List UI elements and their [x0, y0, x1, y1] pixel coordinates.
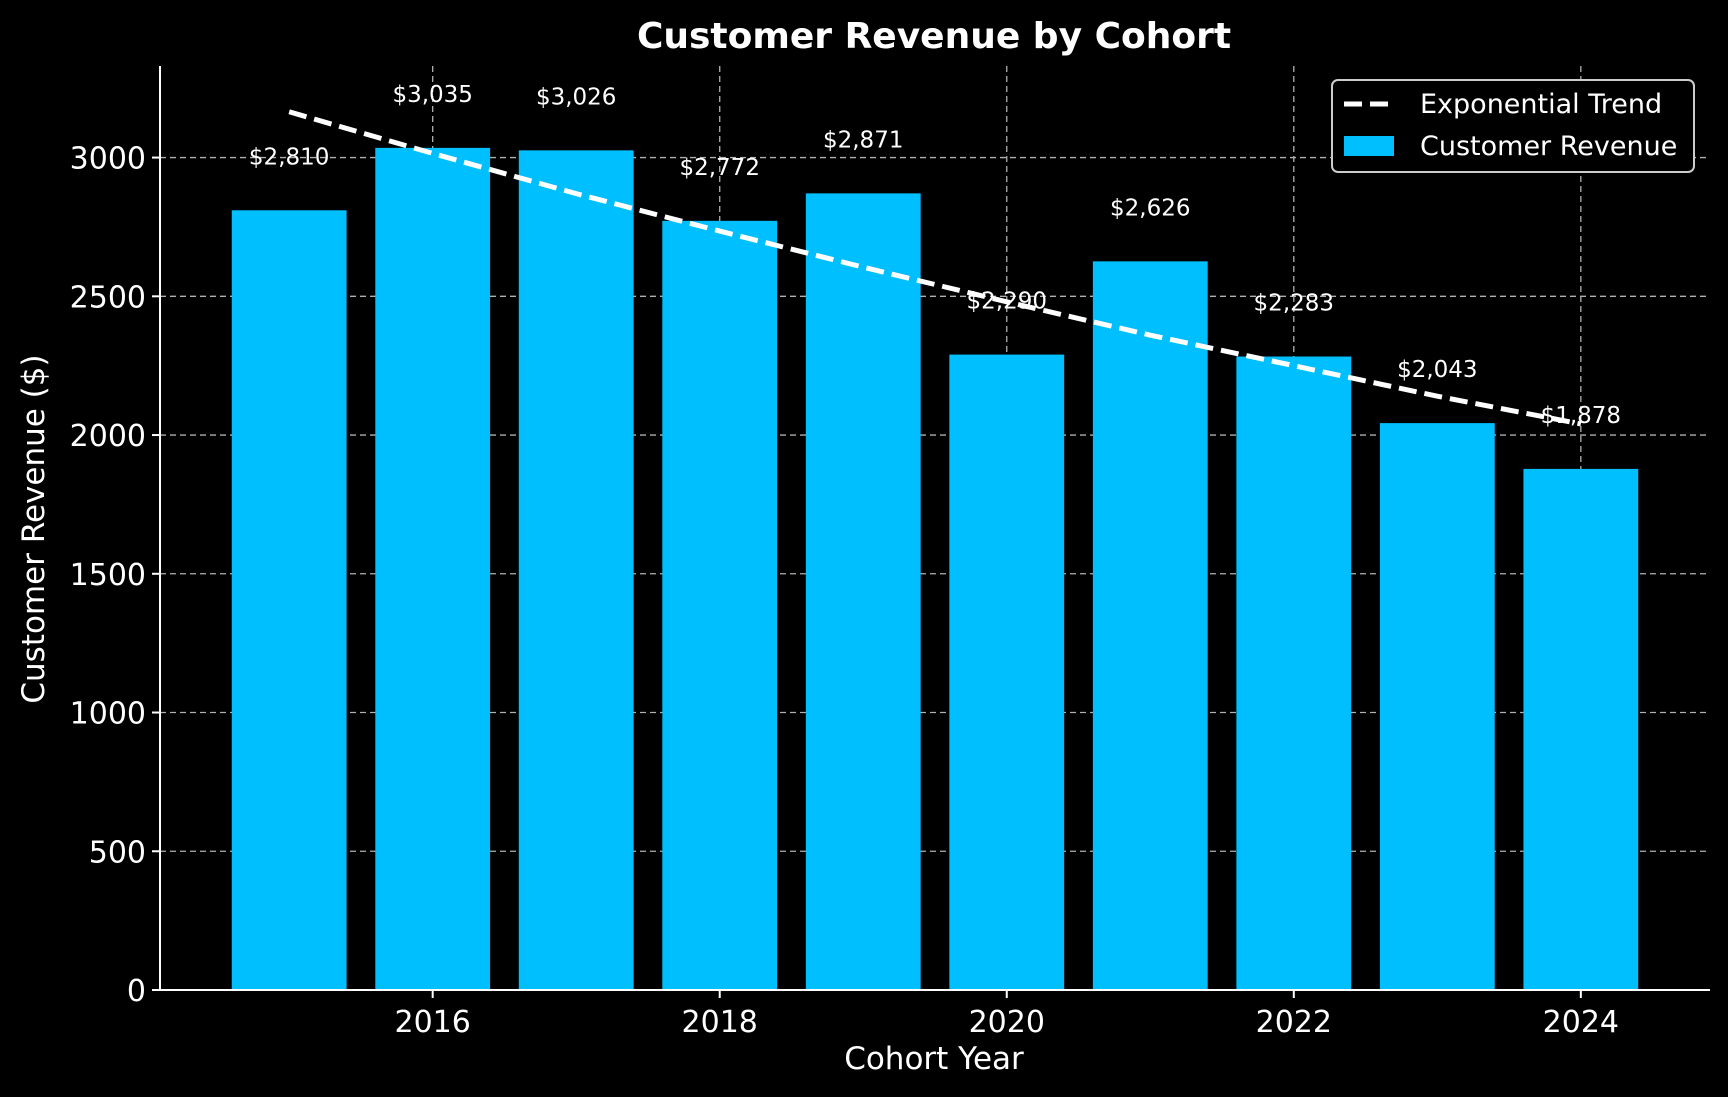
bar-value-label: $3,026 [536, 84, 616, 110]
x-axis-label: Cohort Year [844, 1041, 1024, 1077]
data-labels: $2,810 $3,035 $3,026 $2,772 $2,871 $2,290 $2,6… [249, 82, 1621, 429]
bar [375, 147, 491, 991]
trend-line [288, 109, 1582, 427]
y-tick-label: 2500 [70, 280, 146, 315]
bar [1236, 356, 1352, 990]
bar-value-label: $2,772 [679, 155, 759, 181]
y-tick-label: 2000 [70, 419, 146, 454]
y-tick-label: 3000 [70, 142, 146, 177]
y-tick-label: 0 [127, 974, 146, 1009]
bar-series [231, 147, 1639, 991]
bar [1379, 423, 1495, 990]
x-tick-label: 2016 [395, 1005, 471, 1040]
bar [805, 193, 921, 990]
bar-value-label: $2,810 [249, 144, 329, 170]
tick-labels: 0 500 1000 1500 2000 2500 3000 2016 2018 2020 2022… [70, 142, 1619, 1040]
legend-box [1331, 79, 1695, 173]
legend: Exponential Trend Customer Revenue [1331, 79, 1695, 173]
bar-value-label: $2,626 [1110, 195, 1190, 221]
x-tick-label: 2022 [1256, 1005, 1332, 1040]
trend-series [288, 109, 1582, 427]
bar [662, 220, 778, 991]
legend-bar-swatch [1344, 136, 1394, 156]
bar [949, 354, 1065, 991]
bar [231, 210, 347, 991]
legend-bar-label: Customer Revenue [1420, 131, 1677, 162]
bar [1523, 468, 1639, 990]
bar-value-label: $1,878 [1541, 403, 1621, 429]
y-axis-label: Customer Revenue ($) [16, 354, 52, 703]
x-tick-label: 2020 [969, 1005, 1045, 1040]
axes [152, 66, 1710, 998]
bar-value-label: $2,043 [1397, 357, 1477, 383]
legend-trend-label: Exponential Trend [1420, 89, 1662, 120]
x-tick-label: 2024 [1543, 1005, 1619, 1040]
y-tick-label: 1500 [70, 558, 146, 593]
bar-value-label: $2,871 [823, 127, 903, 153]
bar-value-label: $2,283 [1254, 291, 1334, 317]
bar [518, 150, 634, 990]
y-tick-label: 500 [89, 835, 146, 870]
bar-value-label: $2,290 [967, 289, 1047, 315]
y-tick-label: 1000 [70, 697, 146, 732]
x-tick-label: 2018 [682, 1005, 758, 1040]
bar [1092, 261, 1208, 991]
chart-title: Customer Revenue by Cohort [637, 16, 1231, 57]
bar-value-label: $3,035 [392, 82, 472, 108]
